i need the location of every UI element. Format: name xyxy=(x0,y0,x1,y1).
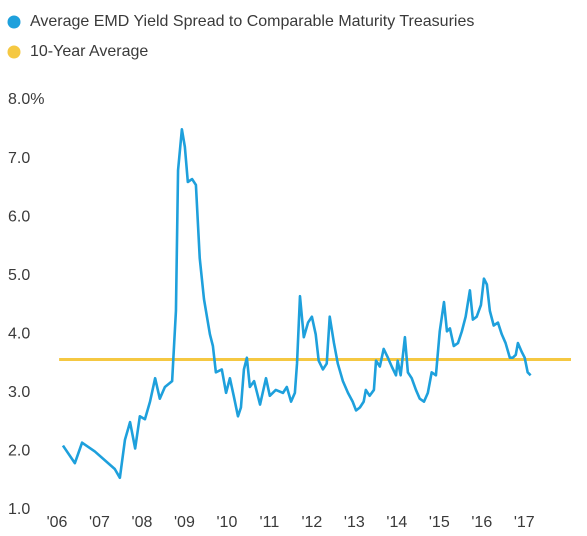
x-tick-label: '11 xyxy=(260,514,280,531)
x-tick-label: '07 xyxy=(89,514,110,531)
x-tick-label: '06 xyxy=(47,514,68,531)
legend-marker xyxy=(7,15,21,29)
x-tick-label: '13 xyxy=(344,514,365,531)
data-line xyxy=(61,127,532,480)
x-tick-label: '17 xyxy=(514,514,535,531)
y-tick-label: 6.0 xyxy=(8,208,30,225)
y-tick-label: 7.0 xyxy=(8,150,30,167)
x-tick-label: '08 xyxy=(132,514,153,531)
x-tick-label: '09 xyxy=(174,514,195,531)
x-tick-label: '16 xyxy=(471,514,492,531)
x-tick-label: '10 xyxy=(216,514,237,531)
x-tick-label: '14 xyxy=(386,514,407,531)
y-tick-label: 8.0% xyxy=(8,91,44,108)
legend-marker xyxy=(7,45,21,59)
legend-label: Average EMD Yield Spread to Comparable M… xyxy=(30,13,474,30)
x-tick-label: '12 xyxy=(301,514,322,531)
y-tick-label: 1.0 xyxy=(8,501,30,518)
y-tick-label: 5.0 xyxy=(8,267,30,284)
y-tick-label: 4.0 xyxy=(8,326,30,343)
y-tick-label: 3.0 xyxy=(8,384,30,401)
x-tick-label: '15 xyxy=(429,514,450,531)
y-tick-label: 2.0 xyxy=(8,443,30,460)
legend-label: 10-Year Average xyxy=(30,43,148,60)
